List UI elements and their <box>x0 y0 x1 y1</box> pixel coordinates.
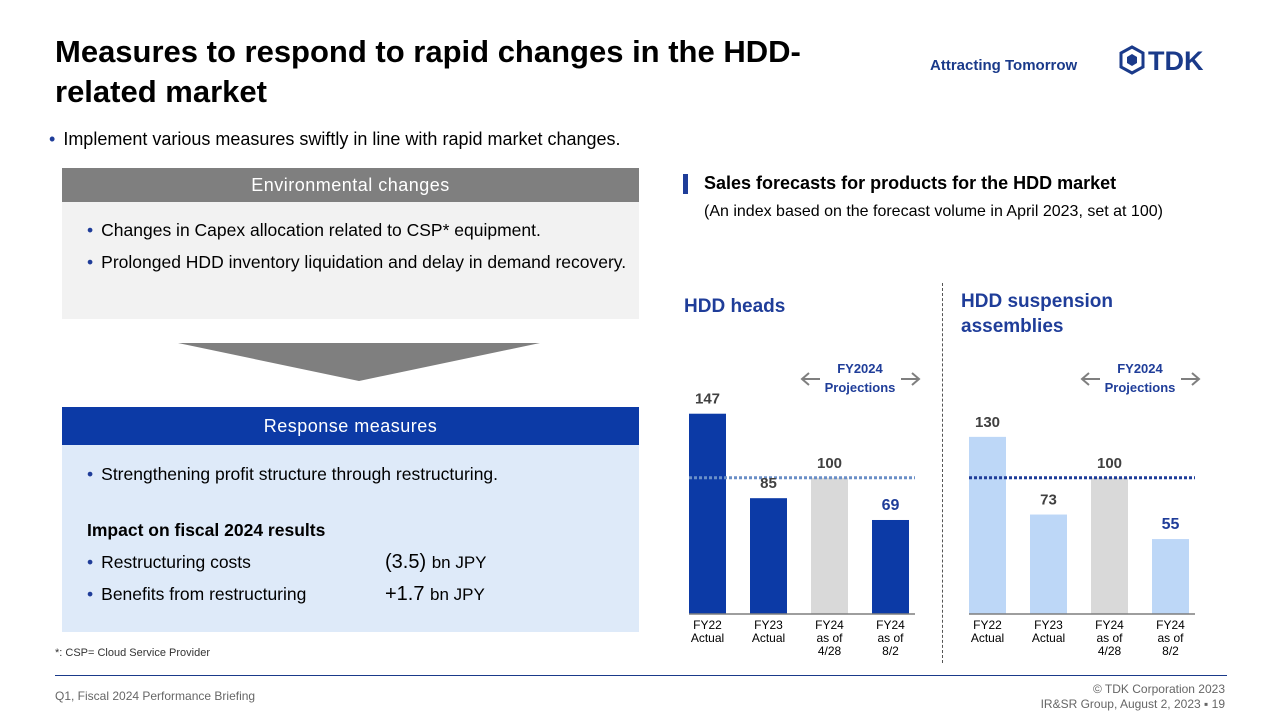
x-tick-label: 4/28 <box>1098 644 1122 658</box>
x-tick-label: Actual <box>752 631 785 645</box>
data-label: 130 <box>975 414 1000 431</box>
footer-group-line: IR&SR Group, August 2, 2023 ▪ 19 <box>980 697 1225 712</box>
bar <box>1030 514 1067 614</box>
x-tick-label: Actual <box>971 631 1004 645</box>
tdk-logo-mark <box>1119 45 1145 75</box>
bar <box>1152 539 1189 614</box>
x-tick-label: FY24 <box>1156 618 1185 632</box>
data-label: 85 <box>760 475 777 492</box>
section-marker <box>683 174 688 194</box>
footer-info: © TDK Corporation 2023 IR&SR Group, Augu… <box>980 682 1225 712</box>
impact-unit: bn JPY <box>431 553 487 572</box>
tdk-logo-text: TDK <box>1148 46 1204 75</box>
data-label: 100 <box>1097 455 1122 472</box>
intro-bullet: • Implement various measures swiftly in l… <box>49 129 621 150</box>
projection-annotation: FY2024 <box>1117 361 1163 376</box>
tdk-logo-mark-inner <box>1127 54 1137 66</box>
impact-unit: bn JPY <box>430 585 485 604</box>
footnote: *: CSP= Cloud Service Provider <box>55 647 210 659</box>
bar <box>750 498 787 614</box>
data-label: 100 <box>817 455 842 472</box>
impact-value: (3.5) <box>385 551 427 573</box>
x-tick-label: FY24 <box>1095 618 1124 632</box>
left-arrow-icon <box>800 372 820 386</box>
impact-row-label-text: Benefits from restructuring <box>101 584 307 604</box>
right-arrow-icon <box>1181 372 1201 386</box>
chart-divider <box>942 283 943 663</box>
page-title: Measures to respond to rapid changes in … <box>55 34 801 109</box>
bullet-dot: • <box>87 552 94 572</box>
bullet-dot: • <box>87 252 94 272</box>
footer-event: Q1, Fiscal 2024 Performance Briefing <box>55 689 256 703</box>
data-label: 55 <box>1162 516 1180 533</box>
projection-annotation: Projections <box>1105 380 1176 395</box>
bullet-dot: • <box>87 584 94 604</box>
bullet-dot: • <box>49 129 56 149</box>
impact-title: Impact on fiscal 2024 results <box>87 520 326 540</box>
x-tick-label: FY24 <box>876 618 905 632</box>
bar <box>969 436 1006 614</box>
x-tick-label: 8/2 <box>1162 644 1179 658</box>
environmental-changes-box: • Changes in Capex allocation related to … <box>62 202 639 319</box>
impact-row-label: • Benefits from restructuring <box>87 582 306 606</box>
x-tick-label: Actual <box>1032 631 1065 645</box>
x-tick-label: FY23 <box>1034 618 1063 632</box>
sales-forecast-subtitle: (An index based on the forecast volume i… <box>704 203 1163 220</box>
x-tick-label: FY22 <box>693 618 722 632</box>
x-tick-label: FY23 <box>754 618 783 632</box>
response-measures-heading: Response measures <box>62 407 639 445</box>
x-tick-label: as of <box>877 631 904 645</box>
footer-group: IR&SR Group, August 2, 2023 <box>1040 697 1201 711</box>
x-tick-label: as of <box>816 631 843 645</box>
bullet-dot: • <box>87 220 94 240</box>
intro-bullet-text: Implement various measures swiftly in li… <box>63 129 621 149</box>
projection-annotation: Projections <box>825 380 896 395</box>
left-arrow-icon <box>1080 372 1100 386</box>
projection-annotation: FY2024 <box>837 361 883 376</box>
bar <box>689 413 726 614</box>
bar <box>1091 477 1128 614</box>
bar <box>811 477 848 614</box>
x-tick-label: as of <box>1096 631 1123 645</box>
footer-separator: ▪ <box>1204 697 1209 711</box>
bullet-dot: • <box>87 464 94 484</box>
x-tick-label: 8/2 <box>882 644 899 658</box>
impact-row-label: • Restructuring costs <box>87 550 251 574</box>
footer-divider <box>55 675 1227 676</box>
response-item-text: Strengthening profit structure through r… <box>101 464 499 484</box>
env-item: • Changes in Capex allocation related to … <box>87 218 627 242</box>
x-tick-label: 4/28 <box>818 644 842 658</box>
env-item: • Prolonged HDD inventory liquidation and… <box>87 250 627 274</box>
impact-row-value: +1.7 bn JPY <box>385 582 485 607</box>
impact-row-value: (3.5) bn JPY <box>385 550 487 575</box>
env-item-text: Prolonged HDD inventory liquidation and … <box>101 252 627 272</box>
impact-value: +1.7 <box>385 583 425 605</box>
tdk-logo: TDK <box>1119 45 1204 75</box>
env-item-text: Changes in Capex allocation related to C… <box>101 220 541 240</box>
down-arrow-shape <box>178 343 540 381</box>
impact-row-label-text: Restructuring costs <box>101 552 251 572</box>
environmental-changes-heading: Environmental changes <box>62 168 639 202</box>
page-number: 19 <box>1211 697 1225 711</box>
x-tick-label: Actual <box>691 631 724 645</box>
x-tick-label: as of <box>1157 631 1184 645</box>
sales-forecast-title: Sales forecasts for products for the HDD… <box>704 173 1117 193</box>
response-measures-box: • Strengthening profit structure through … <box>62 445 639 632</box>
chart-title-suspension: HDD suspension assemblies <box>961 291 1114 337</box>
response-item: • Strengthening profit structure through … <box>87 462 498 486</box>
footer-copyright: © TDK Corporation 2023 <box>1092 682 1225 696</box>
x-tick-label: FY22 <box>973 618 1002 632</box>
data-label: 73 <box>1040 492 1057 509</box>
chart-title-heads: HDD heads <box>684 296 786 317</box>
x-tick-label: FY24 <box>815 618 844 632</box>
right-arrow-icon <box>901 372 921 386</box>
tagline: Attracting Tomorrow <box>930 57 1078 74</box>
data-label: 69 <box>882 497 900 514</box>
bar <box>872 519 909 614</box>
data-label: 147 <box>695 391 720 408</box>
